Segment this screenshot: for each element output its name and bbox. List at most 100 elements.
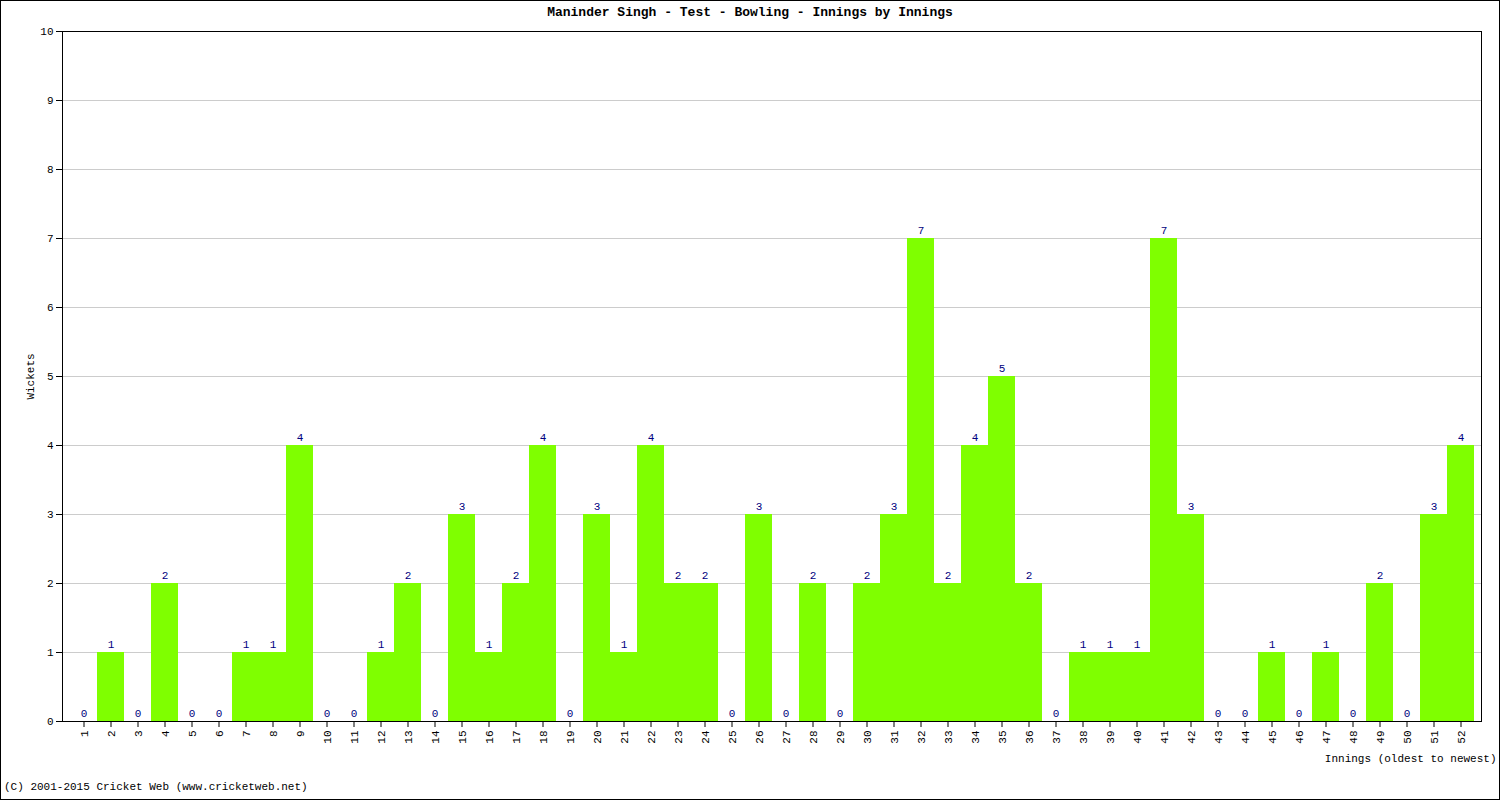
svg-text:3: 3: [594, 501, 601, 513]
svg-text:44: 44: [1240, 730, 1252, 744]
svg-text:22: 22: [646, 731, 658, 744]
svg-text:37: 37: [1051, 731, 1063, 744]
svg-text:3: 3: [47, 509, 54, 521]
svg-text:4: 4: [1458, 432, 1465, 444]
svg-text:41: 41: [1159, 730, 1171, 744]
svg-text:2: 2: [106, 731, 118, 738]
svg-text:5: 5: [47, 371, 54, 383]
svg-text:33: 33: [943, 731, 955, 744]
svg-text:36: 36: [1024, 731, 1036, 744]
svg-text:49: 49: [1375, 731, 1387, 744]
svg-text:2: 2: [675, 570, 682, 582]
svg-text:1: 1: [47, 647, 54, 659]
svg-text:7: 7: [47, 233, 54, 245]
svg-text:17: 17: [511, 731, 523, 744]
svg-text:24: 24: [700, 730, 712, 744]
svg-text:1: 1: [1323, 639, 1330, 651]
svg-text:1: 1: [1134, 639, 1141, 651]
svg-text:15: 15: [457, 731, 469, 744]
svg-text:3: 3: [133, 731, 145, 738]
svg-text:2: 2: [47, 578, 54, 590]
svg-text:43: 43: [1213, 731, 1225, 744]
svg-text:7: 7: [241, 731, 253, 738]
svg-text:9: 9: [47, 95, 54, 107]
svg-text:3: 3: [1431, 501, 1438, 513]
svg-text:16: 16: [484, 731, 496, 744]
svg-text:34: 34: [970, 730, 982, 744]
svg-text:1: 1: [108, 639, 115, 651]
svg-text:1: 1: [486, 639, 493, 651]
svg-text:4: 4: [160, 730, 172, 737]
svg-text:1: 1: [621, 639, 628, 651]
svg-text:1: 1: [1107, 639, 1114, 651]
svg-text:0: 0: [189, 708, 196, 720]
svg-text:5: 5: [999, 363, 1006, 375]
svg-text:4: 4: [297, 432, 304, 444]
svg-text:45: 45: [1267, 731, 1279, 744]
svg-text:42: 42: [1186, 731, 1198, 744]
svg-text:2: 2: [864, 570, 871, 582]
svg-text:11: 11: [349, 730, 361, 744]
svg-text:23: 23: [673, 731, 685, 744]
svg-text:10: 10: [322, 731, 334, 744]
svg-text:0: 0: [1053, 708, 1060, 720]
svg-text:2: 2: [945, 570, 952, 582]
svg-text:21: 21: [619, 730, 631, 744]
svg-text:0: 0: [1215, 708, 1222, 720]
svg-text:31: 31: [889, 730, 901, 744]
svg-text:8: 8: [47, 164, 54, 176]
svg-text:4: 4: [540, 432, 547, 444]
svg-text:1: 1: [1269, 639, 1276, 651]
svg-text:Innings (oldest to newest): Innings (oldest to newest): [1325, 753, 1497, 765]
svg-text:32: 32: [916, 731, 928, 744]
svg-text:0: 0: [729, 708, 736, 720]
svg-text:1: 1: [378, 639, 385, 651]
svg-text:3: 3: [891, 501, 898, 513]
svg-text:0: 0: [783, 708, 790, 720]
svg-text:6: 6: [47, 302, 54, 314]
svg-text:35: 35: [997, 731, 1009, 744]
svg-text:3: 3: [1188, 501, 1195, 513]
svg-text:26: 26: [754, 731, 766, 744]
svg-text:20: 20: [592, 731, 604, 744]
svg-text:2: 2: [702, 570, 709, 582]
svg-text:19: 19: [565, 731, 577, 744]
svg-text:51: 51: [1429, 730, 1441, 744]
svg-text:29: 29: [835, 731, 847, 744]
svg-text:2: 2: [1026, 570, 1033, 582]
svg-text:1: 1: [79, 730, 91, 737]
svg-text:6: 6: [214, 731, 226, 738]
svg-text:0: 0: [351, 708, 358, 720]
svg-text:8: 8: [268, 731, 280, 738]
svg-text:40: 40: [1132, 731, 1144, 744]
svg-text:25: 25: [727, 731, 739, 744]
svg-text:2: 2: [405, 570, 412, 582]
svg-text:4: 4: [47, 440, 54, 452]
svg-text:5: 5: [187, 731, 199, 738]
svg-text:10: 10: [40, 26, 53, 38]
svg-text:2: 2: [1377, 570, 1384, 582]
svg-text:13: 13: [403, 731, 415, 744]
svg-text:46: 46: [1294, 731, 1306, 744]
svg-text:28: 28: [808, 731, 820, 744]
svg-text:0: 0: [1350, 708, 1357, 720]
svg-text:2: 2: [162, 570, 169, 582]
svg-text:0: 0: [47, 716, 54, 728]
svg-text:7: 7: [918, 225, 925, 237]
svg-text:18: 18: [538, 731, 550, 744]
svg-text:2: 2: [513, 570, 520, 582]
svg-text:39: 39: [1105, 731, 1117, 744]
svg-text:50: 50: [1402, 731, 1414, 744]
svg-text:4: 4: [648, 432, 655, 444]
svg-text:47: 47: [1321, 731, 1333, 744]
svg-text:1: 1: [243, 639, 250, 651]
svg-text:14: 14: [430, 730, 442, 744]
svg-text:12: 12: [376, 731, 388, 744]
svg-text:0: 0: [567, 708, 574, 720]
svg-text:0: 0: [1242, 708, 1249, 720]
svg-text:2: 2: [810, 570, 817, 582]
svg-text:27: 27: [781, 731, 793, 744]
svg-text:52: 52: [1456, 731, 1468, 744]
svg-text:7: 7: [1161, 225, 1168, 237]
svg-text:9: 9: [295, 731, 307, 738]
